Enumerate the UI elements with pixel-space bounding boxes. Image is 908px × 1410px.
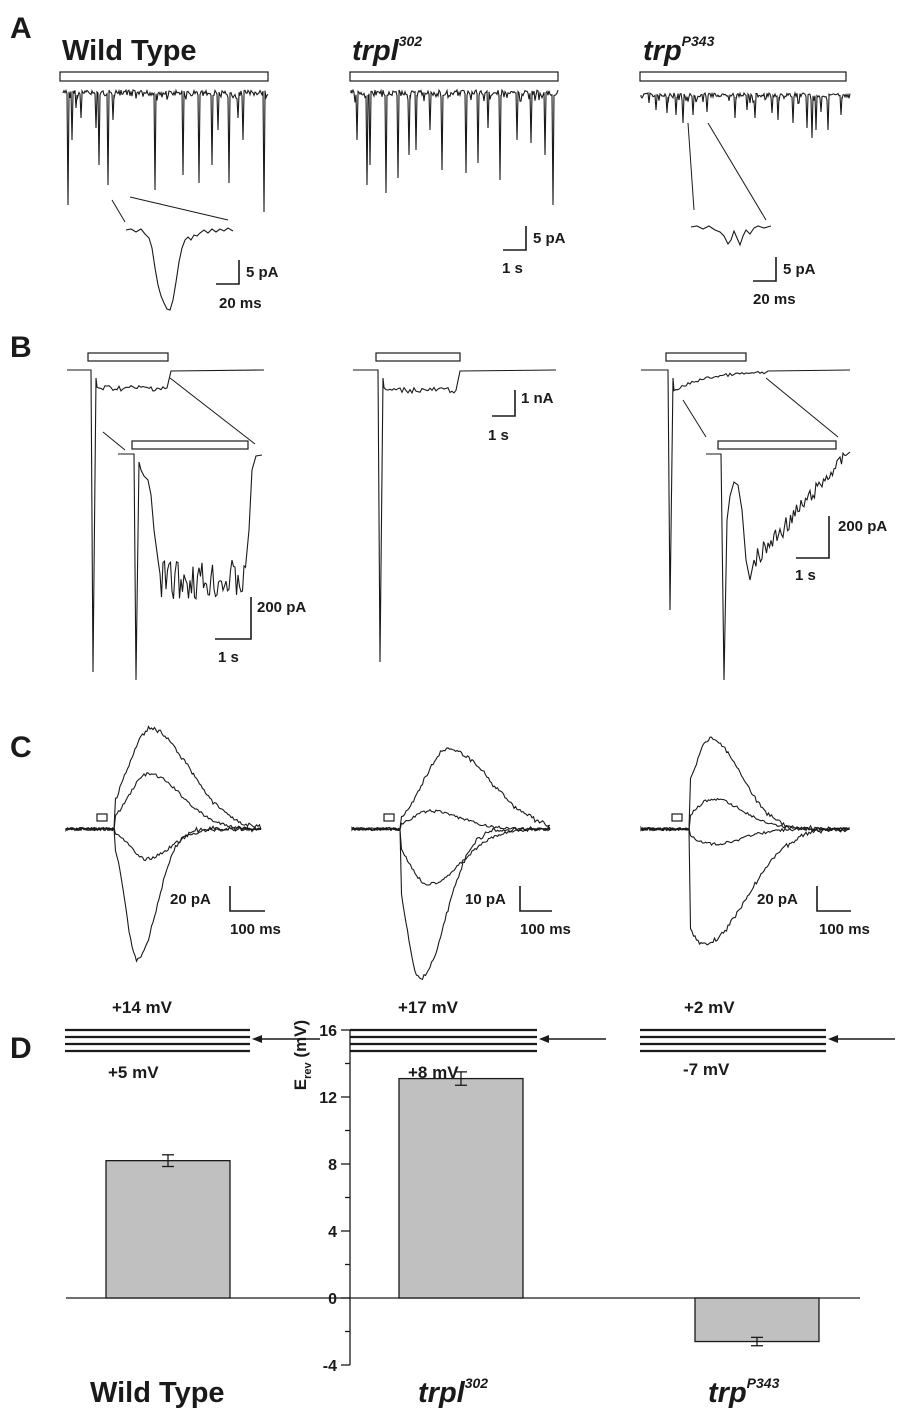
bump-trace: [350, 88, 559, 206]
stimulus-marker-c-wt: [96, 813, 108, 822]
scale-label-x: 1 s: [218, 649, 239, 666]
light-response-trace: [67, 369, 265, 673]
category-label-trp: trpP343: [708, 1375, 780, 1409]
scale-bar: [503, 226, 527, 251]
genotype-label-trp: trpP343: [643, 33, 715, 67]
zoom-line: [129, 196, 229, 221]
voltage-label-top: +2 mV: [684, 998, 735, 1017]
genotype-label-trpl: trpl302: [352, 33, 422, 67]
stimulus-marker-c-trp: [671, 813, 683, 822]
bump-inset-trace-wt: [125, 227, 234, 311]
light-response-inset-trace-trp: [706, 451, 851, 681]
stimulus-bar-b-wt: [87, 352, 169, 362]
arrow-head-icon: [539, 1035, 549, 1043]
category-label-trpl: trpl302: [418, 1375, 488, 1409]
zoom-line: [765, 377, 839, 438]
genotype-label-wild-type: Wild Type: [62, 35, 197, 67]
stimulus-bar-a-trp: [639, 71, 847, 82]
scale-label-x: 100 ms: [230, 921, 281, 938]
bump-iv-trace: [351, 747, 551, 832]
y-tick-label: 16: [319, 1023, 337, 1040]
zoom-line: [682, 399, 707, 438]
scale-label-x: 1 s: [488, 427, 509, 444]
scale-label-x: 100 ms: [520, 921, 571, 938]
stimulus-bar-b-inset-trp: [717, 440, 837, 450]
arrow-head-icon: [252, 1035, 262, 1043]
y-tick-label: 4: [328, 1224, 337, 1241]
light-response-inset-trace-wt: [118, 453, 263, 681]
stimulus-bar-b-trpl: [375, 352, 461, 362]
scale-label-y: 20 pA: [757, 891, 798, 908]
scale-label-y: 5 pA: [783, 261, 816, 278]
bump-trace: [62, 88, 269, 213]
voltage-label-top: +14 mV: [112, 998, 173, 1017]
arrow-head-icon: [828, 1035, 838, 1043]
zoom-line: [707, 122, 767, 221]
scale-label-x: 20 ms: [219, 295, 262, 312]
y-tick-label: -4: [323, 1358, 337, 1375]
y-tick-label: 0: [328, 1291, 337, 1308]
light-response-trace: [353, 369, 557, 663]
stimulus-bar-a-trpl: [349, 71, 559, 82]
bar: [398, 1077, 524, 1299]
voltage-label-top: +17 mV: [398, 998, 459, 1017]
voltage-label-bottom: +8 mV: [408, 1063, 459, 1082]
panel-label-c: C: [10, 731, 32, 764]
y-tick-label: 12: [319, 1090, 337, 1107]
scale-bar: [215, 597, 252, 640]
scale-bar: [229, 886, 265, 912]
scale-label-x: 1 s: [502, 260, 523, 277]
scale-label-y: 200 pA: [257, 599, 306, 616]
stimulus-marker-c-trpl: [383, 813, 395, 822]
bump-iv-trace: [351, 826, 551, 886]
scale-bar: [753, 257, 777, 282]
scale-bar: [519, 886, 552, 912]
category-label-wild-type: Wild Type: [90, 1377, 225, 1409]
panel-label-d: D: [10, 1032, 32, 1065]
scale-label-x: 1 s: [795, 567, 816, 584]
zoom-line: [111, 199, 126, 223]
scale-label-y: 1 nA: [521, 390, 554, 407]
voltage-label-bottom: +5 mV: [108, 1063, 159, 1082]
zoom-line: [169, 377, 256, 445]
scale-bar: [492, 390, 516, 417]
bump-iv-trace: [65, 825, 262, 963]
scale-bar: [796, 516, 830, 559]
scale-label-y: 20 pA: [170, 891, 211, 908]
scale-label-y: 5 pA: [246, 264, 279, 281]
stimulus-bar-b-trp: [665, 352, 747, 362]
voltage-label-bottom: -7 mV: [683, 1060, 730, 1079]
bar: [105, 1160, 231, 1299]
scale-bar: [816, 886, 851, 912]
stimulus-bar-a-wt: [59, 71, 269, 82]
scale-label-y: 10 pA: [465, 891, 506, 908]
bump-trace: [640, 91, 851, 139]
scale-label-y: 200 pA: [838, 518, 887, 535]
light-response-trace: [641, 369, 851, 611]
scale-bar: [216, 260, 240, 285]
bar: [694, 1297, 820, 1343]
bump-iv-trace: [65, 771, 262, 832]
bump-iv-trace: [640, 826, 850, 946]
zoom-line: [687, 122, 695, 211]
zoom-line: [102, 431, 126, 451]
y-axis-label: Erev (mV): [291, 1020, 314, 1090]
scale-label-x: 20 ms: [753, 291, 796, 308]
bump-iv-trace: [351, 824, 551, 980]
panel-label-b: B: [10, 331, 32, 364]
y-tick-label: 8: [328, 1157, 337, 1174]
scale-label-y: 5 pA: [533, 230, 566, 247]
panel-label-a: A: [10, 12, 32, 45]
scale-label-x: 100 ms: [819, 921, 870, 938]
stimulus-bar-b-inset-wt: [131, 440, 249, 450]
bump-iv-trace: [65, 826, 262, 862]
bar-chart-erev: -4 0 4 8 12 16: [66, 1023, 860, 1375]
bump-inset-trace-trp: [690, 225, 772, 247]
